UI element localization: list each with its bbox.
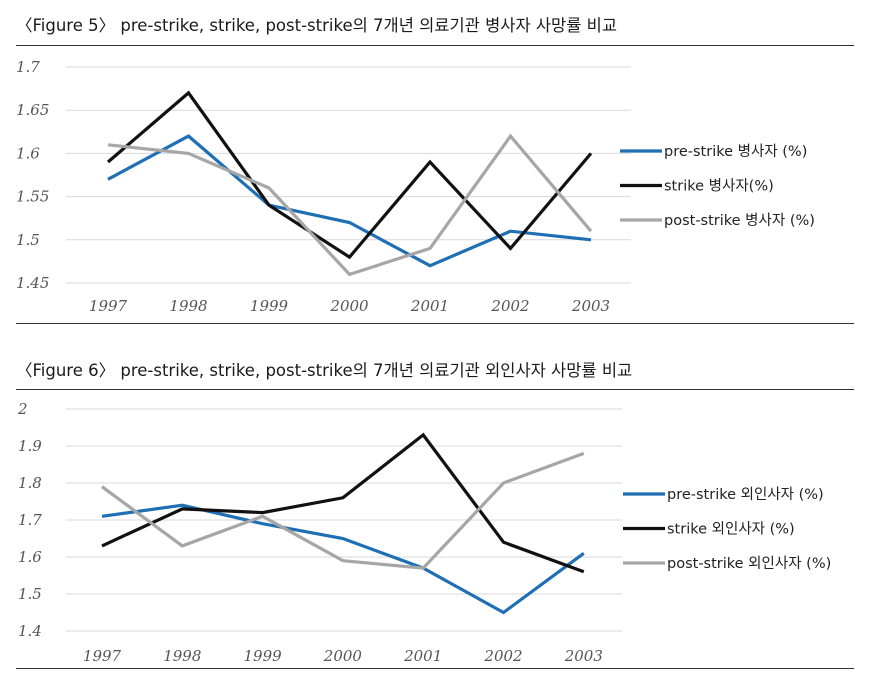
y-tick-label: 1.45 [16, 274, 49, 292]
series-line-2 [101, 451, 585, 570]
x-tick-label: 1999 [244, 647, 283, 665]
series-line-2 [107, 133, 593, 277]
x-tick-label: 2001 [410, 297, 449, 315]
legend-label: post-strike 병사자 (%) [664, 212, 815, 229]
figure-6-title: 〈Figure 6〉 pre-strike, strike, post-stri… [16, 361, 633, 380]
legend-label: pre-strike 병사자 (%) [664, 143, 807, 160]
y-tick-label: 2 [17, 400, 28, 418]
legend-label: strike 병사자(%) [664, 178, 774, 195]
y-tick-label: 1.8 [18, 474, 42, 492]
legend-label: pre-strike 외인사자 (%) [667, 486, 824, 503]
figure-5-chart: 1.45 1.5 1.55 1.6 1.65 1.7 1997 1998 1999 2000 200… [16, 58, 815, 315]
y-tick-label: 1.65 [16, 101, 49, 119]
x-tick-label: 2002 [490, 297, 529, 315]
x-tick-label: 1998 [169, 297, 207, 315]
series-line-0 [101, 503, 585, 615]
legend-label: post-strike 외인사자 (%) [667, 555, 831, 572]
y-tick-label: 1.9 [18, 437, 42, 455]
y-tick-label: 1.55 [16, 188, 49, 206]
x-tick-label: 1997 [89, 297, 128, 315]
x-tick-label: 2000 [329, 297, 369, 315]
x-tick-label: 2000 [323, 647, 363, 665]
y-tick-label: 1.6 [18, 548, 42, 566]
figure-6-chart: 1.4 1.5 1.6 1.7 1.8 1.9 2 1997 1998 1999 2000 2001 2… [17, 400, 831, 665]
x-tick-label: 2003 [571, 297, 610, 315]
x-tick-label: 1999 [250, 297, 289, 315]
y-tick-label: 1.7 [16, 58, 40, 76]
figure-6: 〈Figure 6〉 pre-strike, strike, post-stri… [0, 345, 889, 685]
figure-6-bottom-rule [16, 668, 854, 669]
x-tick-label: 2003 [564, 647, 603, 665]
x-tick-label: 2002 [483, 647, 522, 665]
y-tick-label: 1.6 [16, 144, 40, 162]
y-tick-label: 1.5 [16, 231, 40, 249]
x-tick-label: 1997 [83, 647, 122, 665]
figure-5: 〈Figure 5〉 pre-strike, strike, post-stri… [0, 0, 889, 336]
series-line-0 [107, 134, 592, 268]
y-tick-label: 1.5 [18, 585, 42, 603]
series-line-1 [106, 90, 593, 260]
figure-6-top-rule [16, 389, 854, 390]
series-line-1 [101, 432, 585, 574]
figure-5-top-rule [16, 45, 854, 46]
x-tick-label: 1998 [163, 647, 201, 665]
y-tick-label: 1.7 [18, 511, 42, 529]
y-tick-label: 1.4 [18, 622, 42, 640]
x-tick-label: 2001 [403, 647, 442, 665]
figure-5-title: 〈Figure 5〉 pre-strike, strike, post-stri… [16, 16, 618, 35]
figure-5-bottom-rule [16, 323, 854, 324]
legend-label: strike 외인사자 (%) [667, 521, 795, 538]
